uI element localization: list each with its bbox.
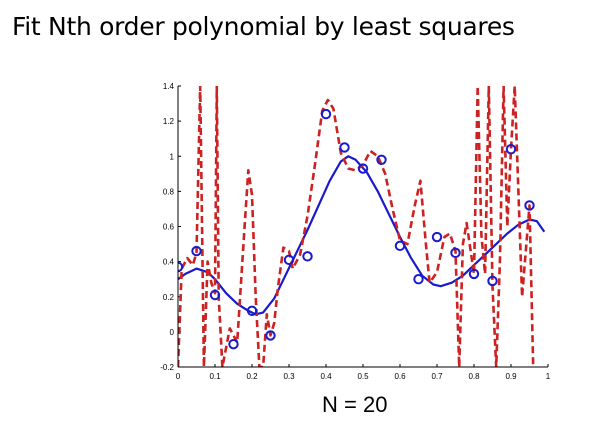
y-tick-label: 0.6 bbox=[163, 223, 175, 232]
x-tick-label: 0.2 bbox=[246, 372, 258, 381]
x-tick-label: 0.1 bbox=[209, 372, 221, 381]
y-tick-label: 0.2 bbox=[163, 293, 175, 302]
x-tick-label: 0.4 bbox=[320, 372, 332, 381]
data-point bbox=[487, 275, 498, 287]
y-tick-label: 1 bbox=[170, 152, 175, 161]
figure-caption: N = 20 bbox=[322, 392, 388, 417]
data-point bbox=[394, 240, 406, 252]
x-tick-label: 0.7 bbox=[431, 372, 443, 381]
y-tick-label: 0.8 bbox=[163, 187, 175, 196]
y-tick-label: 1.2 bbox=[163, 117, 175, 126]
x-tick-label: 0.9 bbox=[505, 372, 517, 381]
data-point bbox=[413, 273, 424, 285]
data-point bbox=[450, 247, 461, 259]
plot-area bbox=[178, 86, 546, 367]
x-tick-label: 0 bbox=[176, 372, 181, 381]
y-tick-label: -0.2 bbox=[160, 363, 174, 372]
x-tick-label: 0.3 bbox=[283, 372, 295, 381]
y-tick-label: 1.4 bbox=[163, 82, 175, 91]
slide-title: Fit Nth order polynomial by least square… bbox=[12, 12, 515, 41]
x-tick-label: 0.6 bbox=[394, 372, 406, 381]
data-point bbox=[524, 200, 535, 211]
true-function-line bbox=[178, 155, 546, 316]
y-tick-label: 0.4 bbox=[163, 258, 175, 267]
data-point bbox=[357, 163, 369, 174]
data-point bbox=[468, 268, 480, 280]
y-tick-label: 0 bbox=[170, 328, 175, 337]
data-point bbox=[191, 245, 202, 257]
y-axis-ticks: -0.2 0 0.2 0.4 0.6 0.8 1 1.2 1.4 bbox=[160, 82, 181, 372]
x-tick-label: 0.8 bbox=[468, 372, 480, 381]
data-point bbox=[228, 338, 239, 350]
data-point bbox=[265, 330, 276, 341]
data-point bbox=[320, 108, 332, 120]
data-point bbox=[302, 251, 313, 262]
data-point bbox=[505, 144, 517, 155]
data-point bbox=[283, 254, 295, 266]
fitted-polynomial-line bbox=[178, 86, 535, 367]
data-point bbox=[376, 154, 387, 165]
x-tick-label: 0.5 bbox=[357, 372, 369, 381]
data-point bbox=[431, 231, 443, 243]
data-point bbox=[209, 289, 221, 301]
data-point bbox=[246, 305, 258, 316]
data-point bbox=[339, 142, 350, 153]
x-tick-label: 1 bbox=[546, 372, 551, 381]
